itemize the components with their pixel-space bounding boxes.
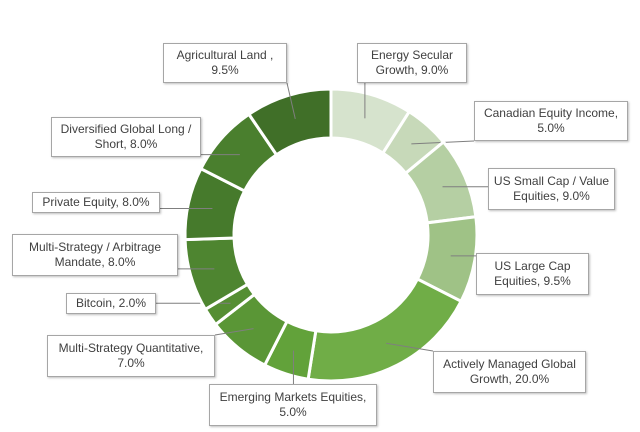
leader-line: [286, 82, 296, 119]
data-label: Emerging Markets Equities, 5.0%: [209, 384, 377, 426]
data-label: Multi-Strategy Quantitative, 7.0%: [47, 335, 215, 377]
data-label: Canadian Equity Income, 5.0%: [474, 101, 628, 141]
data-label: Bitcoin, 2.0%: [66, 293, 156, 314]
data-label: Agricultural Land , 9.5%: [163, 43, 287, 83]
data-label: Diversified Global Long / Short, 8.0%: [51, 117, 201, 157]
donut-slice: [246, 87, 333, 157]
data-label: Private Equity, 8.0%: [32, 192, 160, 213]
data-label: Multi-Strategy / Arbitrage Mandate, 8.0%: [12, 234, 178, 276]
data-label: Actively Managed Global Growth, 20.0%: [433, 351, 586, 393]
leader-line: [386, 342, 434, 352]
leader-line: [214, 328, 254, 336]
data-label: US Small Cap / Value Equities, 9.0%: [488, 168, 615, 210]
data-label: US Large Cap Equities, 9.5%: [476, 253, 589, 295]
data-label: Energy Secular Growth, 9.0%: [357, 43, 467, 83]
